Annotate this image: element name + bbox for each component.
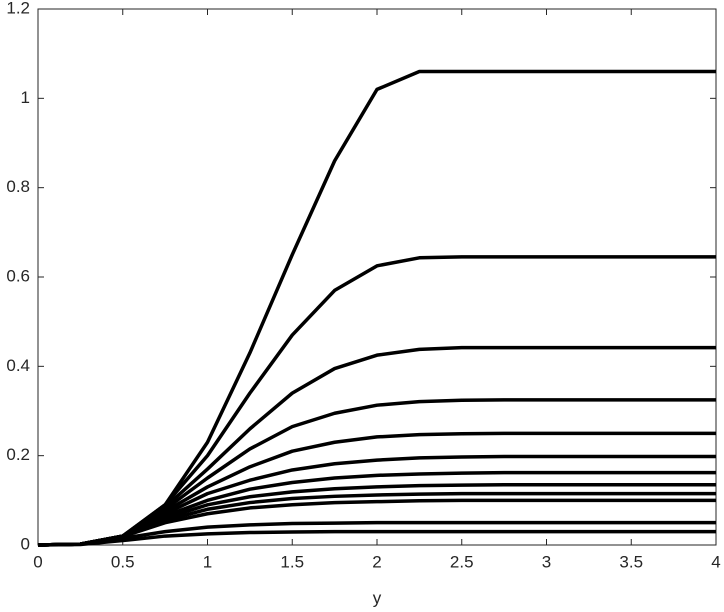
x-tick-label: 0.5 [111,552,135,571]
y-tick-label: 0 [21,534,30,553]
data-line [37,345,716,547]
x-axis-label: y [373,588,382,607]
data-line [37,498,716,547]
x-tick-label: 3 [542,552,551,571]
y-tick-label: 1.2 [6,0,30,17]
x-tick-label: 4 [711,552,720,571]
data-line [37,520,716,547]
x-tick-label: 2 [372,552,381,571]
y-tick-label: 0.2 [6,445,30,464]
x-tick-label: 1.5 [280,552,304,571]
x-tick-label: 0 [33,552,42,571]
y-tick-label: 0.4 [6,356,30,375]
y-tick-label: 0.6 [6,266,30,285]
x-tick-label: 3.5 [619,552,643,571]
data-line [37,529,716,547]
y-tick-label: 0.8 [6,177,30,196]
x-tick-label: 2.5 [450,552,474,571]
y-tick-label: 1 [21,88,30,107]
x-tick-label: 1 [203,552,212,571]
